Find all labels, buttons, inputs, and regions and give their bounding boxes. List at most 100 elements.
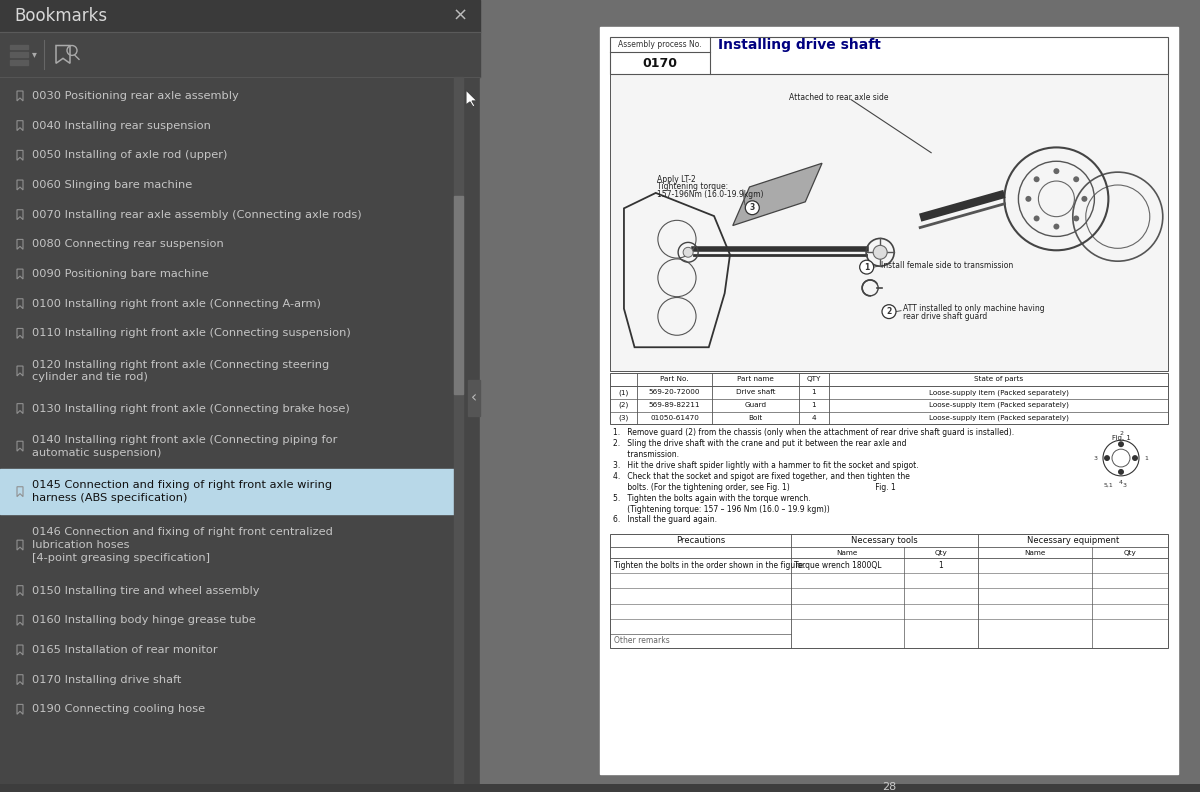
Bar (0, 469, 454, 515)
Text: Necessary equipment: Necessary equipment (1027, 536, 1120, 545)
Text: Installing drive shaft: Installing drive shaft (718, 37, 881, 51)
Circle shape (1073, 177, 1079, 182)
Bar (600, 27, 1178, 774)
Text: 5,1: 5,1 (1103, 483, 1112, 488)
Polygon shape (466, 90, 478, 107)
Bar (0, 0, 480, 783)
Bar (610, 74, 1168, 371)
Circle shape (1132, 455, 1138, 461)
Bar (610, 535, 1168, 648)
Text: Install female side to transmission: Install female side to transmission (881, 261, 1013, 269)
Text: QTY: QTY (806, 376, 821, 383)
Text: Attached to rear axle side: Attached to rear axle side (788, 93, 888, 102)
Text: Loose-supply item (Packed separately): Loose-supply item (Packed separately) (929, 415, 1068, 421)
Text: 0146 Connection and fixing of right front centralized
lubrication hoses
[4-point: 0146 Connection and fixing of right fron… (32, 527, 332, 563)
Circle shape (859, 261, 874, 274)
Circle shape (683, 247, 694, 257)
Text: Guard: Guard (744, 402, 767, 408)
Bar (610, 36, 1168, 74)
Text: 2: 2 (887, 307, 892, 316)
Text: Torque wrench 1800QL: Torque wrench 1800QL (794, 561, 882, 570)
Text: Tightening torque:: Tightening torque: (658, 182, 728, 192)
Text: 0070 Installing rear axle assembly (Connecting axle rods): 0070 Installing rear axle assembly (Conn… (32, 210, 361, 219)
Bar (0, 32, 480, 77)
Circle shape (874, 246, 887, 259)
Circle shape (1033, 177, 1039, 182)
Text: (2): (2) (618, 402, 629, 409)
Text: ATT installed to only machine having: ATT installed to only machine having (904, 304, 1045, 313)
Circle shape (1054, 223, 1060, 230)
Text: transmission.: transmission. (613, 450, 679, 459)
Text: 1: 1 (811, 402, 816, 408)
Text: Loose-supply item (Packed separately): Loose-supply item (Packed separately) (929, 402, 1068, 409)
Text: 01050-61470: 01050-61470 (650, 415, 698, 421)
Text: 3.   Hit the drive shaft spider lightly with a hammer to fit the socket and spig: 3. Hit the drive shaft spider lightly wi… (613, 461, 919, 470)
Circle shape (882, 305, 896, 318)
Text: 569-20-72000: 569-20-72000 (649, 389, 700, 395)
Polygon shape (733, 163, 822, 226)
Bar (10, 52, 28, 57)
Text: 0090 Positioning bare machine: 0090 Positioning bare machine (32, 269, 209, 279)
Text: 6.   Install the guard again.: 6. Install the guard again. (613, 516, 718, 524)
Text: 0040 Installing rear suspension: 0040 Installing rear suspension (32, 120, 211, 131)
Text: 0165 Installation of rear monitor: 0165 Installation of rear monitor (32, 645, 217, 655)
Text: 3: 3 (750, 204, 755, 212)
Text: Part No.: Part No. (660, 376, 689, 383)
Bar (10, 60, 28, 65)
Bar (0, 0, 480, 32)
Text: 569-89-82211: 569-89-82211 (649, 402, 700, 408)
Text: 0160 Installing body hinge grease tube: 0160 Installing body hinge grease tube (32, 615, 256, 626)
Circle shape (1081, 196, 1087, 202)
Text: 0030 Positioning rear axle assembly: 0030 Positioning rear axle assembly (32, 91, 239, 101)
Text: ×: × (452, 7, 468, 25)
Text: 0120 Installing right front axle (Connecting steering
cylinder and tie rod): 0120 Installing right front axle (Connec… (32, 360, 329, 383)
Text: 0170: 0170 (642, 57, 678, 70)
Text: 3: 3 (1094, 455, 1098, 461)
Bar (454, 77, 463, 783)
Text: 0100 Installing right front axle (Connecting A-arm): 0100 Installing right front axle (Connec… (32, 299, 320, 309)
Text: 0130 Installing right front axle (Connecting brake hose): 0130 Installing right front axle (Connec… (32, 404, 349, 413)
Text: rear drive shaft guard: rear drive shaft guard (904, 312, 988, 321)
Circle shape (1118, 469, 1124, 475)
Text: 5.   Tighten the bolts again with the torque wrench.: 5. Tighten the bolts again with the torq… (613, 493, 811, 503)
Text: (Tightening torque: 157 – 196 Nm (16.0 – 19.9 kgm)): (Tightening torque: 157 – 196 Nm (16.0 –… (613, 505, 829, 513)
Text: State of parts: State of parts (974, 376, 1024, 383)
Text: 1: 1 (864, 263, 869, 272)
Text: 0110 Installing right front axle (Connecting suspension): 0110 Installing right front axle (Connec… (32, 329, 350, 338)
Circle shape (1026, 196, 1032, 202)
Text: Apply LT-2: Apply LT-2 (658, 174, 696, 184)
Text: 2: 2 (1120, 431, 1123, 436)
Text: 0060 Slinging bare machine: 0060 Slinging bare machine (32, 180, 192, 190)
Text: Part name: Part name (737, 376, 774, 383)
Text: Qty: Qty (935, 550, 947, 555)
Circle shape (1054, 168, 1060, 174)
Text: ▾: ▾ (32, 49, 37, 59)
Text: (1): (1) (618, 389, 629, 395)
Text: Qty: Qty (1123, 550, 1136, 555)
Text: 4.   Check that the socket and spigot are fixed together, and then tighten the: 4. Check that the socket and spigot are … (613, 472, 910, 481)
Text: Other remarks: Other remarks (614, 636, 670, 645)
Text: 0050 Installing of axle rod (upper): 0050 Installing of axle rod (upper) (32, 150, 227, 160)
Text: 0150 Installing tire and wheel assembly: 0150 Installing tire and wheel assembly (32, 585, 259, 596)
Text: 0190 Connecting cooling hose: 0190 Connecting cooling hose (32, 704, 205, 714)
Text: 157-196Nm (16.0-19.9kgm): 157-196Nm (16.0-19.9kgm) (658, 190, 764, 200)
Text: 1: 1 (1144, 455, 1148, 461)
Text: 1: 1 (938, 561, 943, 570)
Text: 28: 28 (882, 782, 896, 791)
Text: 0080 Connecting rear suspension: 0080 Connecting rear suspension (32, 239, 223, 249)
Text: 0145 Connection and fixing of right front axle wiring
harness (ABS specification: 0145 Connection and fixing of right fron… (32, 480, 332, 503)
Text: Drive shaft: Drive shaft (736, 389, 775, 395)
Text: 0170 Installing drive shaft: 0170 Installing drive shaft (32, 675, 181, 684)
Text: ‹: ‹ (470, 390, 478, 406)
Text: 2.   Sling the drive shaft with the crane and put it between the rear axle and: 2. Sling the drive shaft with the crane … (613, 440, 906, 448)
Text: Necessary tools: Necessary tools (852, 536, 918, 545)
Text: (3): (3) (618, 415, 629, 421)
Text: Loose-supply item (Packed separately): Loose-supply item (Packed separately) (929, 389, 1068, 395)
Text: Bookmarks: Bookmarks (14, 7, 107, 25)
Circle shape (1073, 215, 1079, 222)
Bar (468, 380, 480, 416)
Text: Assembly process No.: Assembly process No. (618, 40, 702, 49)
Circle shape (1033, 215, 1039, 222)
Circle shape (1118, 441, 1124, 447)
Bar (480, 0, 1200, 783)
